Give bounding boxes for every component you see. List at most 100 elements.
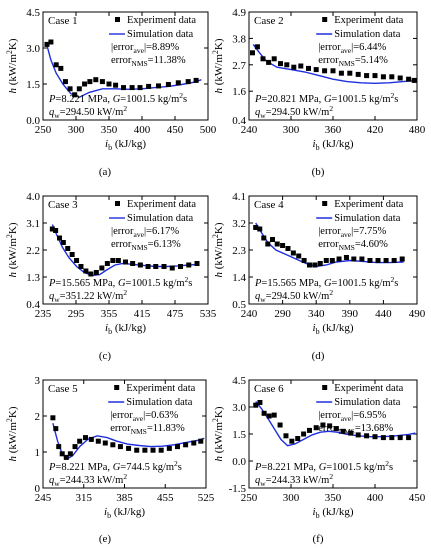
legend-simulation-label: Simulation data — [334, 397, 401, 408]
experiment-point — [166, 445, 172, 451]
experiment-point — [67, 86, 73, 92]
chart-panel-1: 250 300 350 400 450 500 0.0 1.5 3.0 4.5 ib (kJ/kg)… — [5, 7, 217, 178]
experiment-point — [95, 438, 101, 444]
experiment-point — [175, 80, 181, 86]
experiment-point — [322, 68, 328, 74]
x-tick-label: 525 — [198, 492, 215, 504]
experiment-point — [355, 432, 361, 438]
conditions-line-2: qw=294.50 kW/m2 — [255, 288, 333, 304]
y-tick-label: 4.5 — [232, 375, 246, 387]
x-tick-label: 500 — [200, 124, 217, 136]
error-nms: errorNMS=5.14% — [318, 55, 388, 68]
x-tick-label: 440 — [375, 308, 392, 320]
y-tick-label: 3.0 — [26, 43, 40, 55]
error-nms: errorNMS=11.38% — [111, 55, 186, 68]
experiment-point — [351, 256, 357, 262]
y-axis-label: h (kW/m2K) — [5, 38, 19, 93]
panel-letter: (b) — [312, 166, 325, 178]
experiment-point — [194, 261, 200, 266]
experiment-point — [289, 438, 295, 444]
experiment-point — [53, 62, 59, 68]
experiment-point — [271, 412, 277, 418]
experiment-point — [301, 258, 307, 263]
experiment-point — [123, 259, 128, 265]
experiment-point — [83, 268, 89, 274]
error-average: |errorave|=8.89% — [111, 42, 179, 55]
y-tick-label: 0.0 — [232, 456, 246, 468]
x-tick-label: 295 — [68, 308, 85, 320]
experiment-point — [110, 442, 116, 448]
data-layer — [253, 222, 405, 268]
experiment-point — [306, 262, 312, 268]
experiment-point — [158, 447, 164, 453]
y-tick-label: 3.2 — [232, 218, 246, 230]
x-tick-label: 400 — [367, 492, 384, 504]
legend-experiment-marker — [115, 17, 120, 22]
y-tick-label: 2.3 — [232, 245, 246, 257]
experiment-point — [295, 436, 301, 441]
experiment-point — [169, 265, 175, 271]
experiment-point — [285, 246, 291, 251]
experiment-point — [121, 85, 127, 91]
experiment-point — [278, 61, 283, 67]
experiment-point — [320, 422, 326, 428]
experiment-point — [57, 235, 62, 241]
experiment-point — [174, 444, 180, 450]
experiment-point — [343, 255, 349, 260]
x-tick-label: 450 — [167, 124, 184, 136]
y-tick-label: 1.5 — [232, 429, 246, 441]
x-tick-label: 385 — [116, 492, 133, 504]
experiment-point — [383, 258, 389, 263]
conditions-line-1: P=15.565 MPa, G=1001.5 kg/m2s — [254, 275, 398, 289]
conditions-line-1: P=20.821 MPa, G=1001.5 kg/m2s — [254, 91, 398, 105]
experiment-point — [146, 83, 152, 89]
experiment-point — [364, 433, 370, 439]
simulation-line — [46, 45, 202, 98]
legend-experiment-label: Experiment data — [334, 15, 403, 26]
y-tick-label: 3 — [35, 375, 41, 387]
case-label: Case 5 — [48, 383, 78, 395]
chart-panel-4: 240 290 340 390 440 490 0.5 1.4 2.3 3.2 4.1 ib (kJ/… — [211, 191, 426, 362]
x-tick-label: 355 — [101, 308, 118, 320]
y-tick-label: 3.1 — [26, 218, 40, 230]
error-nms: errorNMS=4.60% — [318, 239, 388, 252]
experiment-point — [397, 75, 403, 81]
error-average: |errorave|=6.95% — [318, 410, 386, 423]
case-label: Case 4 — [254, 199, 284, 211]
experiment-point — [58, 65, 64, 71]
experiment-point — [165, 81, 171, 87]
error-average: |errorave|=7.75% — [318, 226, 386, 239]
x-axis-label: ib (kJ/kg) — [313, 138, 354, 152]
experiment-point — [389, 435, 395, 441]
legend-simulation-label: Simulation data — [127, 213, 194, 224]
y-tick-label: 2.7 — [232, 60, 246, 72]
experiment-point — [274, 241, 280, 247]
experiment-point — [283, 433, 289, 439]
experiment-point — [161, 264, 167, 269]
experiment-point — [115, 258, 121, 263]
conditions-line-2: qw=244.33 kW/m2 — [49, 472, 127, 488]
experiment-point — [110, 258, 116, 263]
x-axis-label: ib (kJ/kg) — [313, 506, 354, 520]
x-tick-label: 475 — [167, 308, 184, 320]
x-tick-label: 250 — [241, 492, 258, 504]
y-tick-label: 3.8 — [232, 33, 246, 45]
x-tick-label: 450 — [409, 492, 426, 504]
x-tick-label: 340 — [308, 308, 325, 320]
legend-experiment-label: Experiment data — [334, 199, 403, 210]
x-tick-label: 455 — [157, 492, 174, 504]
legend-experiment-label: Experiment data — [127, 15, 196, 26]
experiment-point — [313, 67, 319, 73]
x-tick-label: 235 — [35, 308, 52, 320]
experiment-point — [77, 438, 83, 444]
chart-panel-6: 250 300 350 400 450 -1.5 0.0 1.5 3.0 4.5 ib (kJ/kg… — [211, 375, 426, 545]
experiment-point — [62, 79, 68, 85]
x-tick-label: 390 — [342, 308, 359, 320]
y-tick-label: 1 — [35, 447, 41, 459]
y-tick-label: 2.2 — [26, 245, 40, 257]
experiment-point — [253, 402, 259, 408]
simulation-line — [51, 224, 198, 277]
conditions-line-2: qw=294.50 kW/m2 — [255, 104, 333, 120]
experiment-point — [296, 253, 302, 259]
